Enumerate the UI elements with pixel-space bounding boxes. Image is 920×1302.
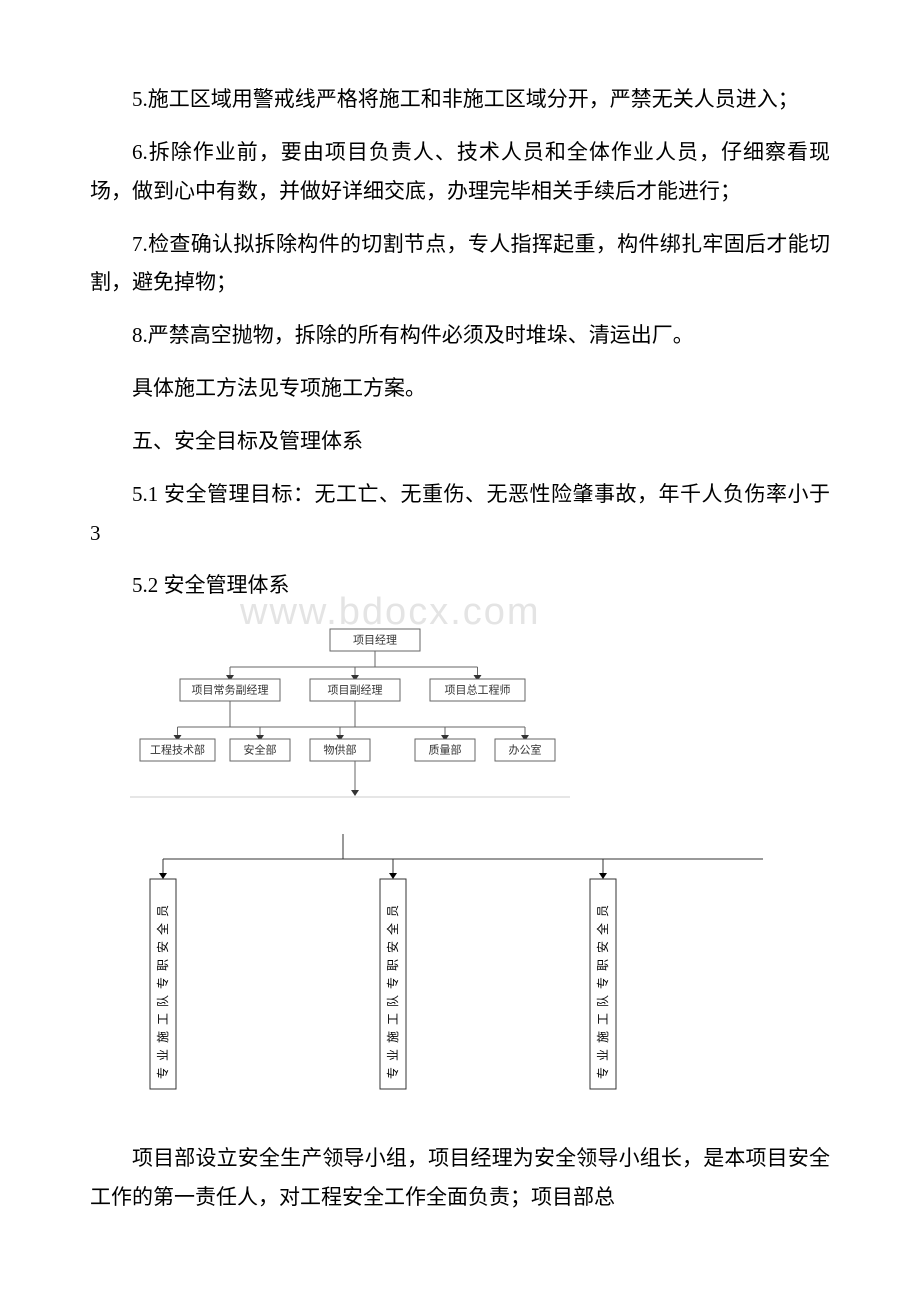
svg-text:安全部: 安全部 xyxy=(244,743,277,757)
svg-text:物供部: 物供部 xyxy=(324,743,357,757)
heading-5: 五、安全目标及管理体系 xyxy=(90,422,830,461)
para-5: 5.施工区域用警戒线严格将施工和非施工区域分开，严禁无关人员进入； xyxy=(90,80,830,119)
svg-text:项目总工程师: 项目总工程师 xyxy=(445,683,511,697)
org-chart-container: www.bdocx.com 项目经理项目常务副经理项目副经理项目总工程师工程技术… xyxy=(90,619,830,799)
svg-text:项目副经理: 项目副经理 xyxy=(328,684,383,697)
para-5-2: 5.2 安全管理体系 xyxy=(90,566,830,605)
para-8: 8.严禁高空抛物，拆除的所有构件必须及时堆垛、清运出厂。 xyxy=(90,316,830,355)
svg-text:办公室: 办公室 xyxy=(509,743,542,757)
svg-text:工程技术部: 工程技术部 xyxy=(150,743,205,757)
para-6: 6.拆除作业前，要由项目负责人、技术人员和全体作业人员，仔细察看现场，做到心中有… xyxy=(90,133,830,211)
team-chart: 专业施工队专职安全员 专业施工队专职安全员 专业施工队专职安全员 xyxy=(90,829,830,1109)
svg-text:专业施工队专职安全员: 专业施工队专职安全员 xyxy=(155,899,170,1079)
svg-text:专业施工队专职安全员: 专业施工队专职安全员 xyxy=(385,899,400,1079)
para-9: 具体施工方法见专项施工方案。 xyxy=(90,369,830,408)
team-chart-container: 专业施工队专职安全员 专业施工队专职安全员 专业施工队专职安全员 xyxy=(90,829,830,1109)
svg-text:专业施工队专职安全员: 专业施工队专职安全员 xyxy=(595,899,610,1079)
org-chart: 项目经理项目常务副经理 项目副经理 项目总工程师工程技术部 安全部 物供部 质量部 办公室 xyxy=(120,619,580,799)
svg-text:项目常务副经理: 项目常务副经理 xyxy=(192,684,269,697)
svg-text:项目经理: 项目经理 xyxy=(353,634,397,647)
para-5-1: 5.1 安全管理目标：无工亡、无重伤、无恶性险肇事故，年千人负伤率小于 3 xyxy=(90,475,830,553)
svg-text:质量部: 质量部 xyxy=(429,743,462,757)
para-footer: 项目部设立安全生产领导小组，项目经理为安全领导小组长，是本项目安全工作的第一责任… xyxy=(90,1139,830,1217)
para-7: 7.检查确认拟拆除构件的切割节点，专人指挥起重，构件绑扎牢固后才能切割，避免掉物… xyxy=(90,225,830,303)
